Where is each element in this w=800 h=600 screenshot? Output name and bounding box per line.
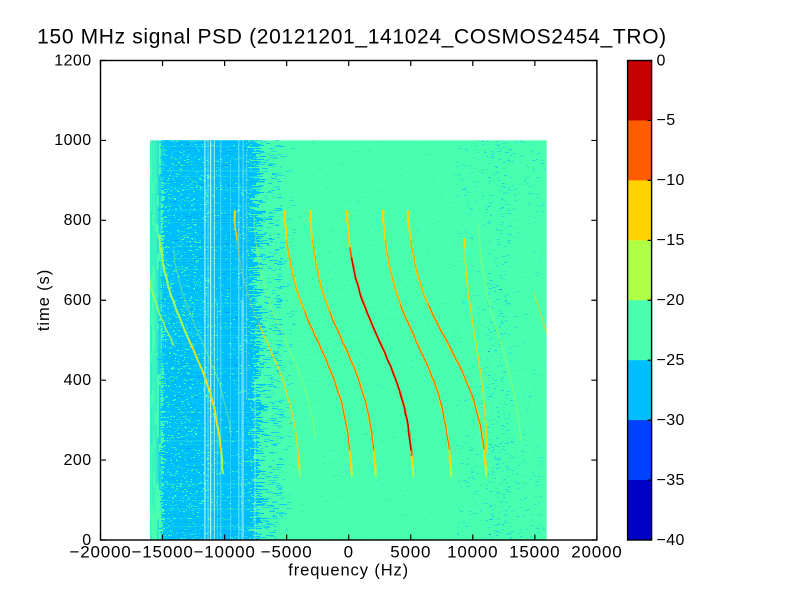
svg-text:frequency (Hz): frequency (Hz) xyxy=(288,562,409,580)
svg-text:−5000: −5000 xyxy=(261,543,313,562)
svg-text:200: 200 xyxy=(64,452,92,469)
svg-text:−10000: −10000 xyxy=(194,543,256,562)
svg-text:1000: 1000 xyxy=(54,132,91,149)
svg-text:−10: −10 xyxy=(657,172,685,189)
svg-text:−20000: −20000 xyxy=(69,543,131,562)
svg-text:−15000: −15000 xyxy=(132,543,194,562)
svg-text:0: 0 xyxy=(82,532,91,549)
svg-text:10000: 10000 xyxy=(447,543,498,562)
svg-text:600: 600 xyxy=(64,292,92,309)
svg-text:0: 0 xyxy=(657,52,666,69)
svg-text:15000: 15000 xyxy=(509,543,560,562)
svg-text:150 MHz signal PSD (20121201_1: 150 MHz signal PSD (20121201_141024_COSM… xyxy=(37,26,667,49)
svg-text:−15: −15 xyxy=(657,232,685,249)
svg-text:20000: 20000 xyxy=(571,543,622,562)
svg-text:−25: −25 xyxy=(657,352,685,369)
svg-text:−40: −40 xyxy=(657,532,685,549)
svg-text:400: 400 xyxy=(64,372,92,389)
svg-text:−20: −20 xyxy=(657,292,685,309)
svg-text:5000: 5000 xyxy=(390,543,431,562)
svg-text:−5: −5 xyxy=(657,112,676,129)
svg-text:800: 800 xyxy=(64,212,92,229)
svg-text:1200: 1200 xyxy=(54,52,91,69)
svg-text:−30: −30 xyxy=(657,412,685,429)
svg-text:0: 0 xyxy=(344,543,354,562)
svg-text:time (s): time (s) xyxy=(35,269,53,331)
svg-text:−35: −35 xyxy=(657,472,685,489)
